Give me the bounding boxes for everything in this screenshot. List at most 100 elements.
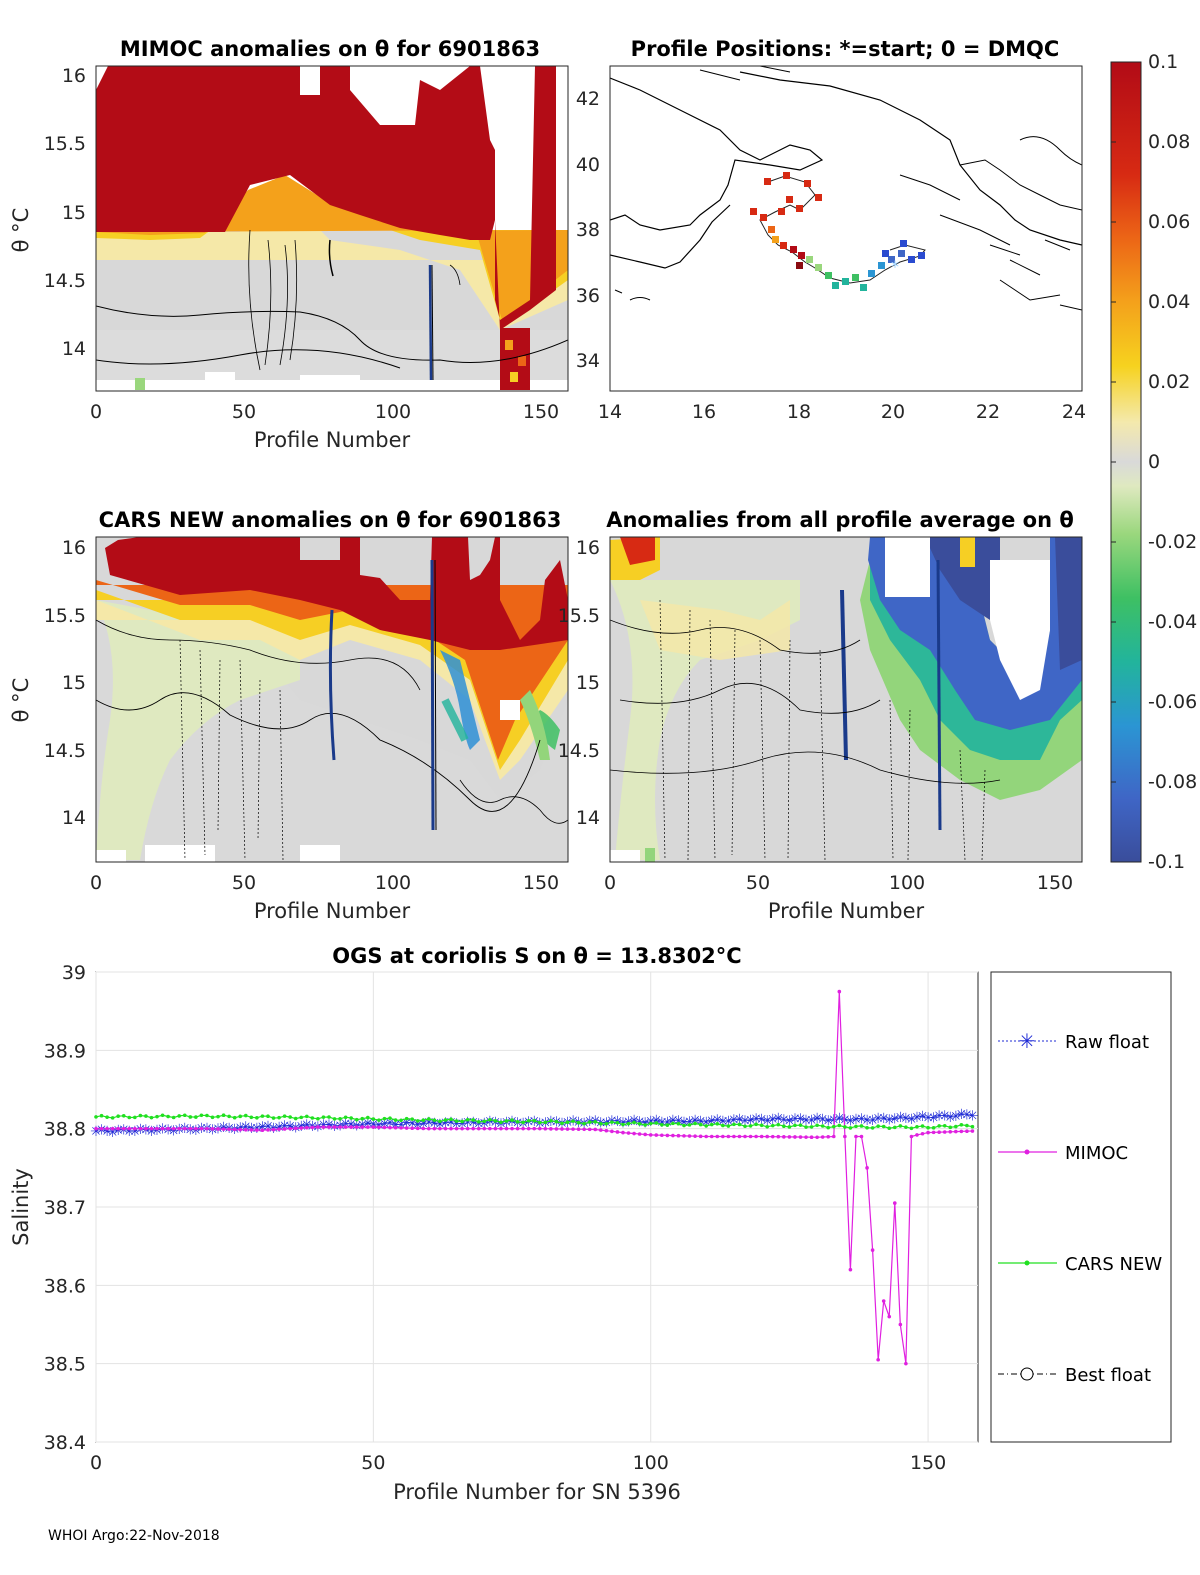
y-tick: 16 — [62, 65, 86, 87]
x-tick: 150 — [523, 872, 559, 894]
data-point — [388, 1125, 392, 1130]
data-point — [804, 1125, 808, 1129]
x-axis-label: Profile Number — [254, 899, 411, 923]
data-point — [648, 1133, 653, 1137]
data-point — [837, 989, 842, 994]
data-point — [698, 1134, 703, 1139]
data-point — [521, 1120, 525, 1125]
data-point: ✳ — [950, 1109, 962, 1125]
data-point — [887, 1126, 892, 1130]
y-tick: 14.5 — [558, 740, 600, 762]
data-point: ✳ — [967, 1109, 979, 1125]
lon-tick: 14 — [598, 401, 622, 423]
data-point — [293, 1116, 298, 1121]
data-point — [354, 1125, 359, 1129]
data-point — [898, 1124, 903, 1128]
data-point — [948, 1130, 953, 1134]
data-point: ✳ — [872, 1111, 884, 1127]
data-point — [782, 1124, 786, 1129]
data-point — [277, 1115, 281, 1120]
data-point — [948, 1125, 953, 1130]
legend-entry-mimoc: MIMOC — [998, 1143, 1128, 1164]
map-panel-title: Profile Positions: *=start; 0 = DMQC — [631, 37, 1060, 61]
data-point — [205, 1113, 209, 1118]
data-point — [671, 1133, 675, 1138]
data-point: ✳ — [667, 1113, 679, 1129]
line-x-axis: 0 50 100 150 — [90, 1452, 946, 1474]
data-point — [227, 1114, 231, 1119]
data-point — [327, 1115, 331, 1119]
data-point: ✳ — [417, 1117, 429, 1133]
data-point — [660, 1122, 664, 1127]
data-point — [937, 1130, 941, 1134]
data-point: ✳ — [845, 1113, 857, 1129]
data-point — [637, 1132, 642, 1136]
data-point — [537, 1126, 542, 1131]
data-point — [737, 1134, 742, 1139]
data-point — [482, 1119, 487, 1124]
data-point: ✳ — [96, 1123, 108, 1139]
data-point — [754, 1134, 758, 1139]
data-point — [371, 1117, 376, 1121]
lat-tick: 42 — [576, 88, 600, 110]
data-point — [476, 1126, 481, 1131]
data-point — [427, 1117, 431, 1121]
data-point — [587, 1127, 592, 1132]
y-tick: 16 — [576, 537, 600, 559]
data-point: ✳ — [817, 1112, 829, 1128]
data-point: ✳ — [756, 1112, 768, 1128]
dot-marker-icon — [1024, 1149, 1030, 1155]
data-point — [465, 1126, 470, 1131]
data-point — [815, 1135, 819, 1140]
data-point: ✳ — [90, 1124, 102, 1140]
data-point — [415, 1126, 420, 1131]
data-point — [532, 1118, 537, 1123]
data-point — [859, 1124, 864, 1128]
data-point: ✳ — [723, 1114, 735, 1130]
data-point — [271, 1127, 276, 1132]
data-point — [892, 1201, 897, 1205]
data-point — [99, 1126, 104, 1131]
data-point — [515, 1119, 520, 1124]
data-point — [155, 1114, 159, 1119]
data-point: ✳ — [257, 1119, 269, 1135]
data-point — [238, 1114, 243, 1119]
data-point — [471, 1126, 476, 1131]
data-point — [127, 1115, 132, 1120]
data-point — [471, 1118, 476, 1122]
data-point: ✳ — [650, 1113, 662, 1129]
data-point — [554, 1127, 559, 1131]
data-point — [105, 1126, 109, 1131]
data-point: ✳ — [900, 1111, 912, 1127]
data-point — [266, 1128, 270, 1132]
lon-tick: 24 — [1062, 401, 1086, 423]
legend-label: CARS NEW — [1065, 1254, 1162, 1275]
data-point — [854, 1124, 858, 1129]
data-point: ✳ — [944, 1110, 956, 1126]
mimoc-x-axis: 0 50 100 150 Profile Number — [90, 401, 559, 452]
data-point: ✳ — [789, 1112, 801, 1128]
data-point — [332, 1125, 337, 1129]
data-point — [654, 1133, 659, 1137]
data-point — [759, 1134, 764, 1139]
data-point — [820, 1135, 825, 1139]
data-point — [321, 1115, 326, 1119]
data-point: ✳ — [955, 1107, 967, 1123]
x-tick: 0 — [90, 872, 102, 894]
data-point: ✳ — [933, 1108, 945, 1124]
data-point — [210, 1127, 215, 1131]
data-point — [504, 1126, 509, 1131]
data-point — [598, 1121, 603, 1126]
data-point — [748, 1124, 753, 1128]
data-point — [177, 1114, 182, 1118]
data-point — [232, 1127, 237, 1132]
data-point: ✳ — [778, 1113, 790, 1129]
data-point — [543, 1126, 548, 1131]
data-point — [327, 1125, 331, 1129]
mimoc-panel-title: MIMOC anomalies on θ for 6901863 — [120, 37, 540, 61]
colorbar-tick-label: 0.06 — [1148, 211, 1190, 233]
data-point: ✳ — [240, 1119, 252, 1135]
data-point — [354, 1117, 359, 1122]
data-point — [931, 1130, 936, 1135]
line-y-axis: 39 38.9 38.8 38.7 38.6 38.5 38.4 — [44, 962, 86, 1454]
